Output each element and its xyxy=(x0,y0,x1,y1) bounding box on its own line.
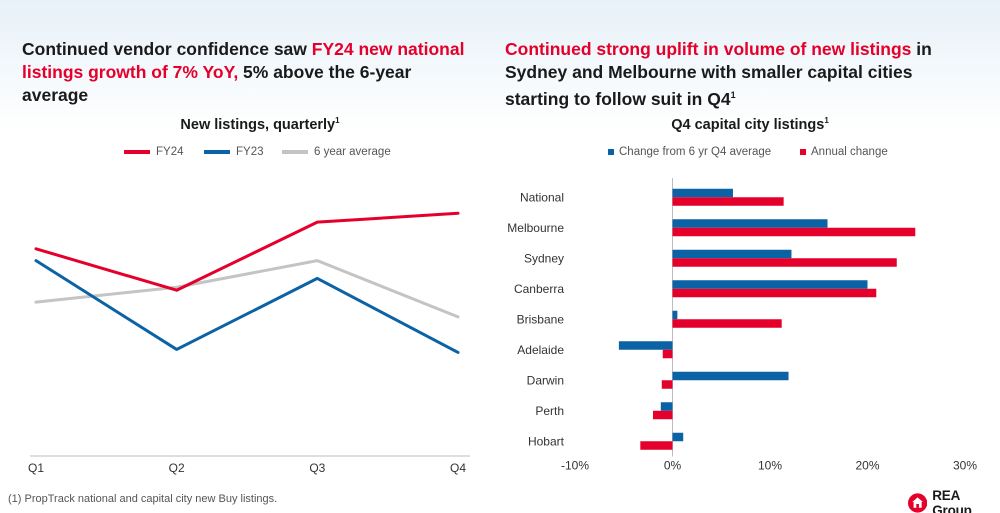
line-chart: Q1 Q2 Q3 Q4 xyxy=(28,211,470,475)
header-band xyxy=(0,0,1000,130)
category-label-adelaide: Adelaide xyxy=(517,343,564,357)
legend-6yr-average-swatch xyxy=(282,150,308,154)
x-tick-label-q1: Q1 xyxy=(28,461,44,475)
legend-annual-change-swatch xyxy=(800,149,806,155)
x-tick-label-q4: Q4 xyxy=(450,461,466,475)
category-label-national: National xyxy=(520,190,564,204)
x-tick-label-0: -10% xyxy=(561,459,589,473)
left-heading-text-2: 5% above the 6-year average xyxy=(22,62,412,105)
legend-change-6yr: Change from 6 yr Q4 average xyxy=(608,146,771,158)
bar-change-6yr-sydney xyxy=(672,249,792,259)
left-heading-text-1: Continued vendor confidence saw xyxy=(22,39,312,59)
legend-fy24-swatch xyxy=(124,150,150,154)
right-heading-text: in Sydney and Melbourne with smaller cap… xyxy=(505,39,932,109)
house-icon xyxy=(908,493,928,513)
bar-annual-change-canberra xyxy=(672,288,877,298)
bar-annual-change-brisbane xyxy=(672,319,782,328)
bar-change-6yr-melbourne xyxy=(672,219,828,228)
legend-change-6yr-swatch xyxy=(608,149,614,155)
x-tick-label-1: 0% xyxy=(664,459,682,473)
legend-annual-change: Annual change xyxy=(800,146,888,158)
series-line-fy24 xyxy=(34,211,460,292)
legend-fy24: FY24 xyxy=(124,146,184,158)
line-chart-title-text: New listings, quarterly xyxy=(180,116,336,133)
category-label-perth: Perth xyxy=(535,404,564,418)
bar-chart-title-footnote-mark: 1 xyxy=(824,116,829,125)
category-label-darwin: Darwin xyxy=(527,373,564,387)
brand-logo: REA Group xyxy=(908,488,1000,513)
x-tick-label-4: 30% xyxy=(953,459,977,473)
bar-change-6yr-brisbane xyxy=(672,310,678,320)
bar-annual-change-perth xyxy=(653,410,673,420)
legend-fy24-label: FY24 xyxy=(156,146,184,158)
x-tick-label-q3: Q3 xyxy=(309,461,325,475)
category-label-canberra: Canberra xyxy=(514,282,564,296)
legend-6yr-average-label: 6 year average xyxy=(314,146,391,158)
right-heading-footnote-mark: 1 xyxy=(730,90,736,100)
brand-name: REA Group xyxy=(932,488,972,513)
series-line-fy23 xyxy=(34,259,460,354)
bar-change-6yr-perth xyxy=(660,402,673,411)
bar-change-6yr-national xyxy=(672,188,733,198)
left-heading-highlight: FY24 new national listings growth of 7% … xyxy=(22,39,465,82)
left-heading: Continued vendor confidence saw FY24 new… xyxy=(22,38,472,107)
legend-change-6yr-label: Change from 6 yr Q4 average xyxy=(619,146,772,158)
x-tick-label-q2: Q2 xyxy=(169,461,185,475)
bar-annual-change-adelaide xyxy=(662,349,673,359)
legend-fy23-swatch xyxy=(204,150,230,154)
legend-fy23-label: FY23 xyxy=(236,146,264,158)
bar-annual-change-melbourne xyxy=(672,227,916,237)
x-tick-label-3: 20% xyxy=(855,459,879,473)
line-chart-title: New listings, quarterly1 xyxy=(20,116,500,133)
line-chart-title-footnote-mark: 1 xyxy=(335,116,340,125)
right-heading-highlight: Continued strong uplift in volume of new… xyxy=(505,39,912,59)
category-label-melbourne: Melbourne xyxy=(507,221,564,235)
bar-annual-change-national xyxy=(672,197,784,206)
category-label-sydney: Sydney xyxy=(524,251,564,265)
bar-change-6yr-darwin xyxy=(672,371,789,381)
bar-change-6yr-hobart xyxy=(672,432,684,442)
bar-chart-title: Q4 capital city listings1 xyxy=(520,116,980,133)
footnote: (1) PropTrack national and capital city … xyxy=(8,493,278,505)
bar-chart-title-text: Q4 capital city listings xyxy=(671,116,825,133)
bar-annual-change-darwin xyxy=(661,380,673,389)
bar-chart: National Melbourne Sydney Canberra Brisbane A… xyxy=(507,178,977,473)
bar-change-6yr-adelaide xyxy=(618,341,673,350)
legend-fy23: FY23 xyxy=(204,146,264,158)
series-line-6-year-average xyxy=(34,259,460,319)
bar-change-6yr-canberra xyxy=(672,280,868,289)
category-label-brisbane: Brisbane xyxy=(517,312,565,326)
x-tick-label-2: 10% xyxy=(758,459,782,473)
legend-6yr-average: 6 year average xyxy=(282,146,391,158)
legend-annual-change-label: Annual change xyxy=(811,146,888,158)
bar-annual-change-sydney xyxy=(672,258,897,267)
right-heading: Continued strong uplift in volume of new… xyxy=(505,38,980,111)
bar-annual-change-hobart xyxy=(640,441,673,450)
category-label-hobart: Hobart xyxy=(528,434,565,448)
